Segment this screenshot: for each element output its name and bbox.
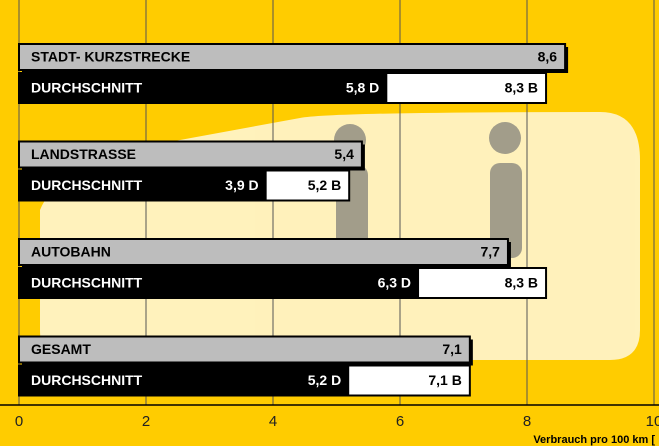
- value-label: 7,1: [442, 341, 462, 357]
- category-label: AUTOBAHN: [31, 244, 111, 260]
- category-label: GESAMT: [31, 341, 91, 357]
- value-label: 6,3 D: [378, 275, 411, 291]
- value-label: 7,7: [480, 244, 500, 260]
- x-tick-label: 4: [269, 413, 277, 430]
- value-label: 7,1 B: [428, 372, 461, 388]
- x-tick-label: 6: [396, 413, 404, 430]
- x-tick-label: 8: [523, 413, 531, 430]
- value-label: 5,4: [334, 146, 354, 162]
- category-label: STADT- KURZSTRECKE: [31, 49, 190, 65]
- sub-label: DURCHSCHNITT: [31, 372, 143, 388]
- sub-label: DURCHSCHNITT: [31, 80, 143, 96]
- sub-label: DURCHSCHNITT: [31, 177, 143, 193]
- category-label: LANDSTRASSE: [31, 146, 136, 162]
- value-label: 8,3 B: [505, 80, 538, 96]
- x-tick-label: 10: [646, 413, 659, 430]
- value-label: 8,3 B: [505, 275, 538, 291]
- x-tick-label: 0: [15, 413, 23, 430]
- chart: 0 2 4 6 8 10 STADT- KURZSTRECKE 8,6 DURCHSCHNIT…: [0, 0, 659, 446]
- value-label: 8,6: [538, 49, 558, 65]
- value-label: 5,8 D: [346, 80, 379, 96]
- value-label: 5,2 D: [308, 372, 341, 388]
- x-axis-label: Verbrauch pro 100 km [: [533, 434, 655, 446]
- value-label: 5,2 B: [308, 177, 341, 193]
- sub-label: DURCHSCHNITT: [31, 275, 143, 291]
- value-label: 3,9 D: [225, 177, 258, 193]
- x-tick-label: 2: [142, 413, 150, 430]
